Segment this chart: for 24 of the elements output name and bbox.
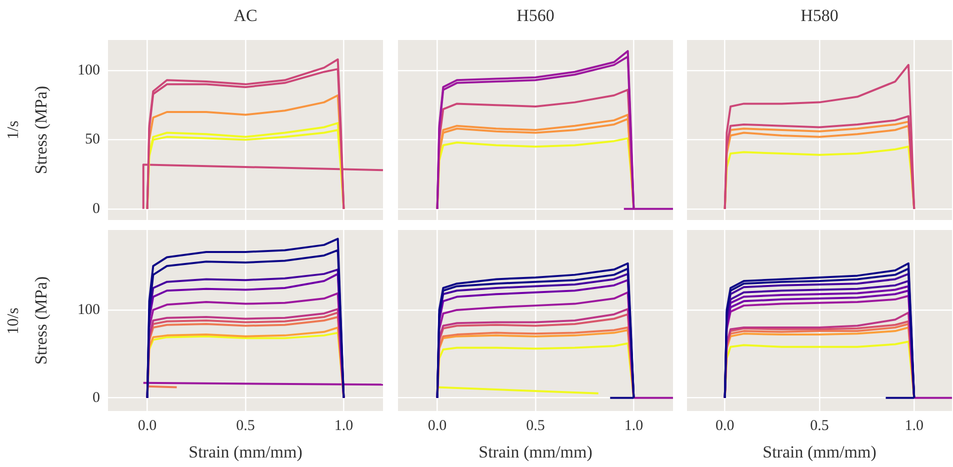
chart-title: H560 bbox=[516, 6, 556, 26]
y-tick-label: 0 bbox=[92, 200, 100, 217]
y-axis-title: Stress (MPa) bbox=[32, 86, 51, 174]
x-tick-label: 1.0 bbox=[624, 418, 644, 434]
x-tick-label: 0.5 bbox=[236, 418, 255, 434]
chart-title: AC bbox=[232, 6, 258, 26]
x-tick-label: 0.0 bbox=[428, 418, 447, 434]
y-tick-label: 50 bbox=[85, 132, 100, 148]
y-tick-label: 0 bbox=[92, 390, 100, 406]
x-tick-label: 0.0 bbox=[715, 418, 734, 434]
chart-title: H580 bbox=[800, 6, 840, 26]
x-tick-label: 0.5 bbox=[810, 418, 829, 434]
x-axis-title: Strain (mm/mm) bbox=[478, 442, 592, 462]
y-tick-label: 100 bbox=[78, 62, 100, 78]
text: 1/s bbox=[5, 120, 23, 140]
x-tick-label: 0.0 bbox=[138, 418, 157, 434]
text: 10/s bbox=[5, 307, 23, 334]
x-tick-label: 0.5 bbox=[526, 418, 545, 434]
x-axis-title: Strain (mm/mm) bbox=[188, 442, 302, 462]
y-axis-title: Stress (MPa) bbox=[32, 276, 51, 365]
x-axis-title: Strain (mm/mm) bbox=[762, 442, 876, 462]
x-tick-label: 1.0 bbox=[904, 418, 924, 434]
y-tick-label: 100 bbox=[78, 302, 100, 318]
x-tick-label: 1.0 bbox=[334, 418, 354, 434]
